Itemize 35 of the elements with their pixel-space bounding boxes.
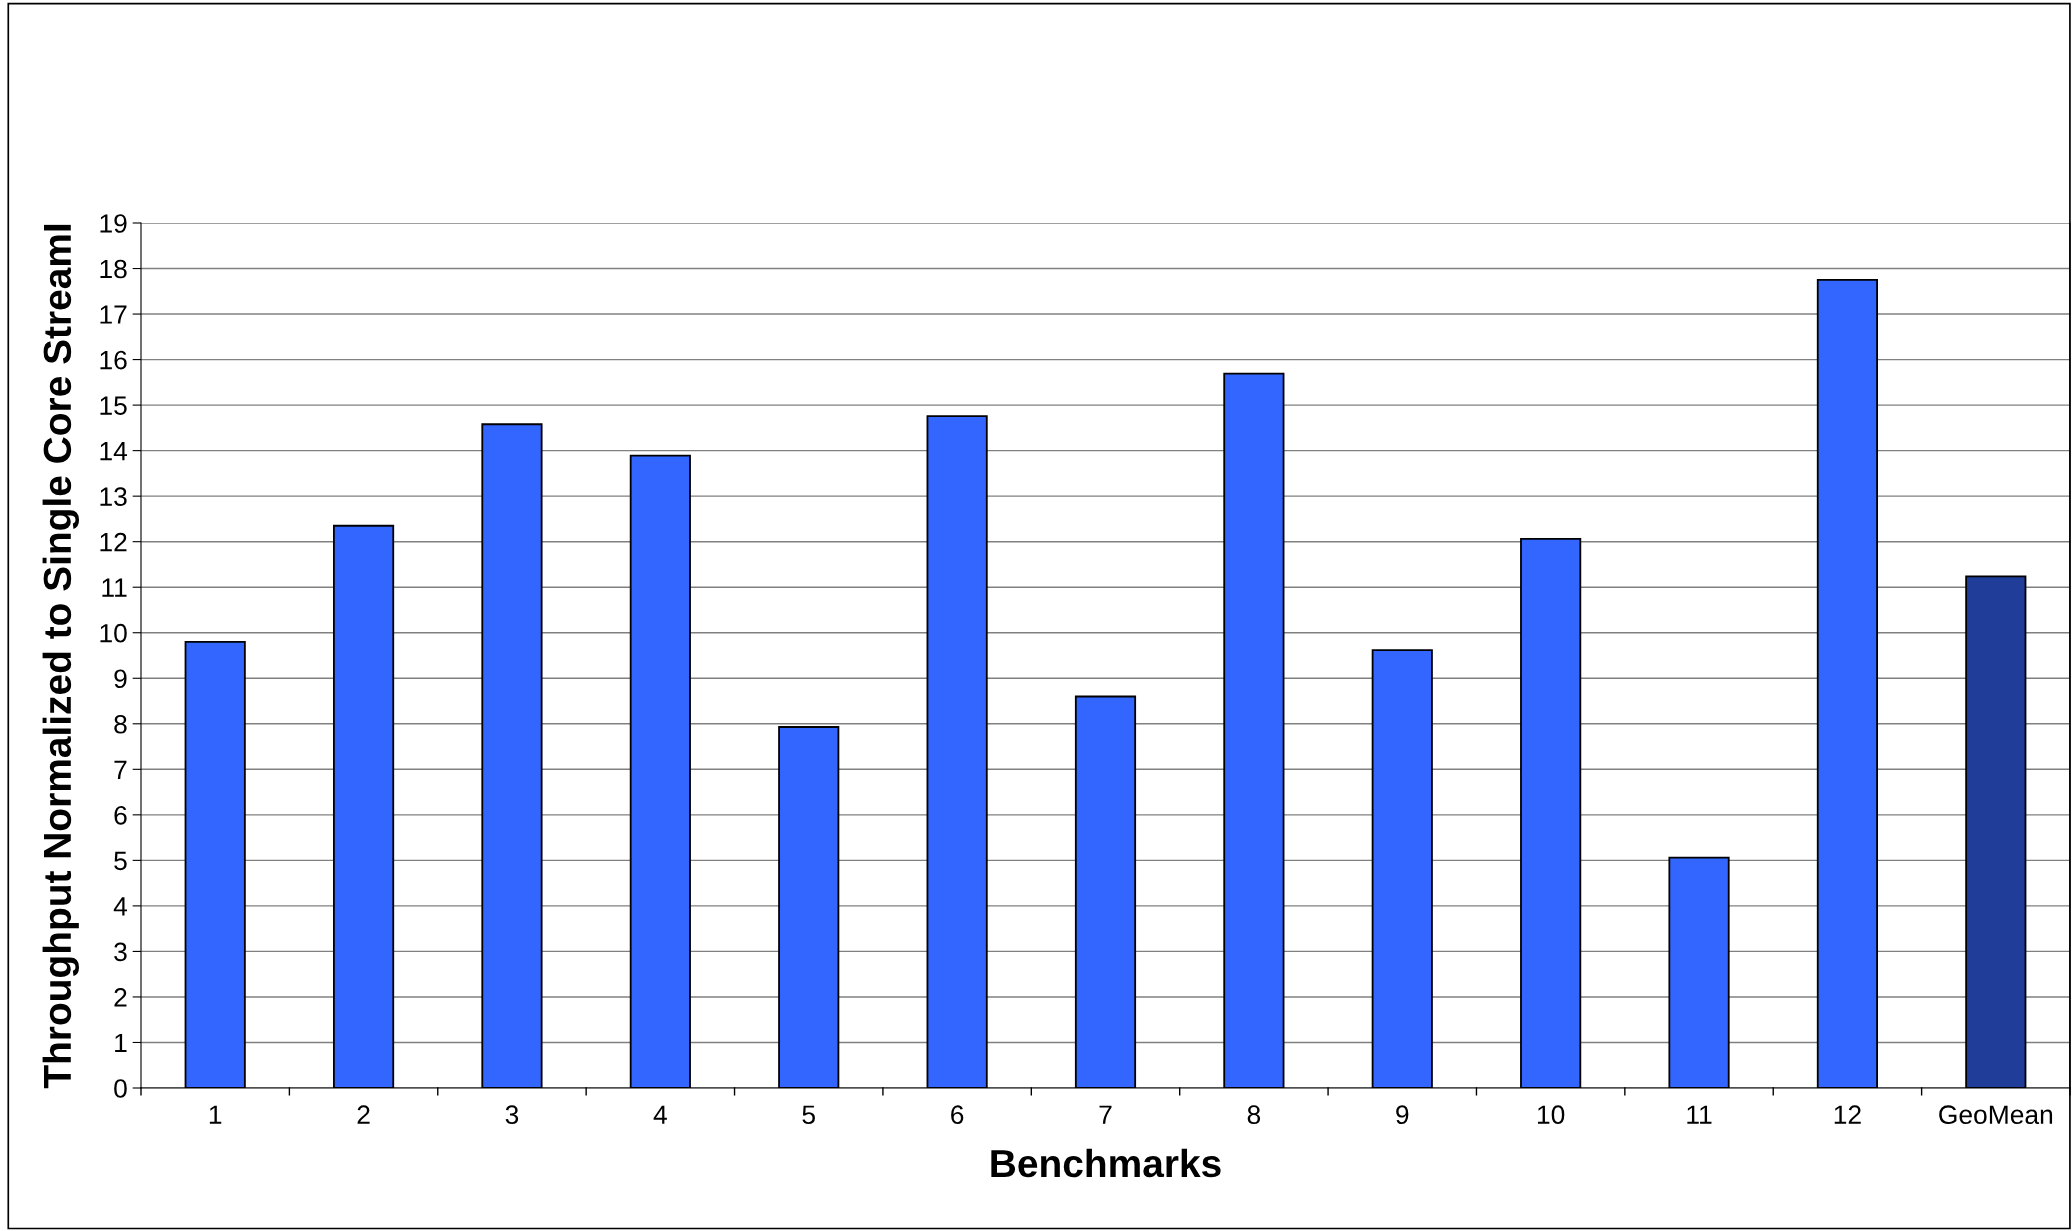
y-tick-label: 11	[102, 578, 127, 597]
x-tick-label: 4	[653, 1105, 667, 1124]
y-tick-label: 0	[114, 1079, 127, 1098]
y-tick-label: 1	[115, 1033, 127, 1053]
y-tick-label: 18	[100, 259, 127, 279]
x-tick-label: 6	[951, 1105, 964, 1125]
y-tick-label: 15	[100, 396, 127, 415]
y-tick-label: 9	[114, 669, 127, 689]
x-tick-label: 1	[209, 1105, 222, 1124]
x-tick-label: 7	[1099, 1105, 1112, 1124]
x-tick-label: 12	[1834, 1105, 1861, 1124]
y-tick-label: 7	[114, 760, 127, 779]
x-tick-label: 8	[1247, 1105, 1261, 1125]
y-axis-title: Throughput Normalized to Single Core StreamI	[42, 224, 80, 1089]
y-tick-label: 2	[114, 988, 127, 1007]
x-tick-label: GeoMean	[1939, 1105, 2053, 1125]
y-tick-label: 16	[100, 350, 127, 370]
y-tick-label: 19	[100, 214, 127, 233]
x-tick-label: 9	[1396, 1105, 1409, 1125]
y-tick-label: 6	[114, 805, 127, 825]
x-tick-label: 3	[505, 1105, 519, 1125]
x-tick-label: 2	[357, 1105, 370, 1124]
y-tick-label: 8	[114, 714, 127, 734]
y-tick-label: 12	[100, 532, 127, 552]
y-tick-label: 3	[114, 942, 127, 962]
x-tick-label: 5	[802, 1105, 815, 1125]
x-axis-title: Benchmarks	[991, 1148, 1221, 1178]
y-tick-label: 10	[100, 623, 127, 643]
y-tick-label: 17	[100, 305, 127, 324]
x-tick-label: 10	[1537, 1105, 1565, 1125]
y-tick-label: 4	[113, 897, 128, 916]
y-tick-label: 5	[114, 851, 127, 871]
y-tick-label: 13	[100, 487, 127, 506]
x-tick-label: 11	[1687, 1105, 1712, 1124]
y-tick-label: 14	[100, 442, 128, 461]
